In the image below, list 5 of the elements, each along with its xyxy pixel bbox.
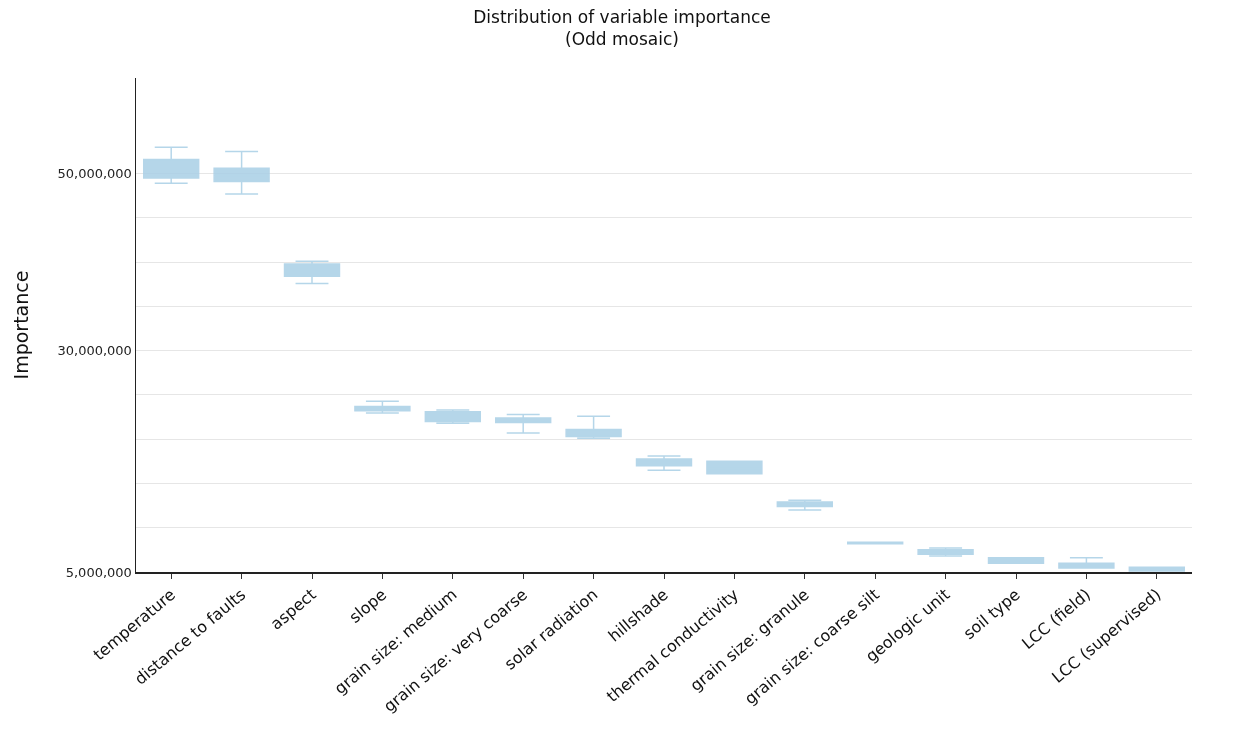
y-tick-label: 50,000,000 [57,166,132,182]
y-tick-label: 30,000,000 [57,343,132,359]
y-tick-label: 5,000,000 [65,564,132,580]
chart-title: Distribution of variable importance (Odd mosaic) [473,6,771,49]
y-axis-title: Importance [9,270,32,380]
